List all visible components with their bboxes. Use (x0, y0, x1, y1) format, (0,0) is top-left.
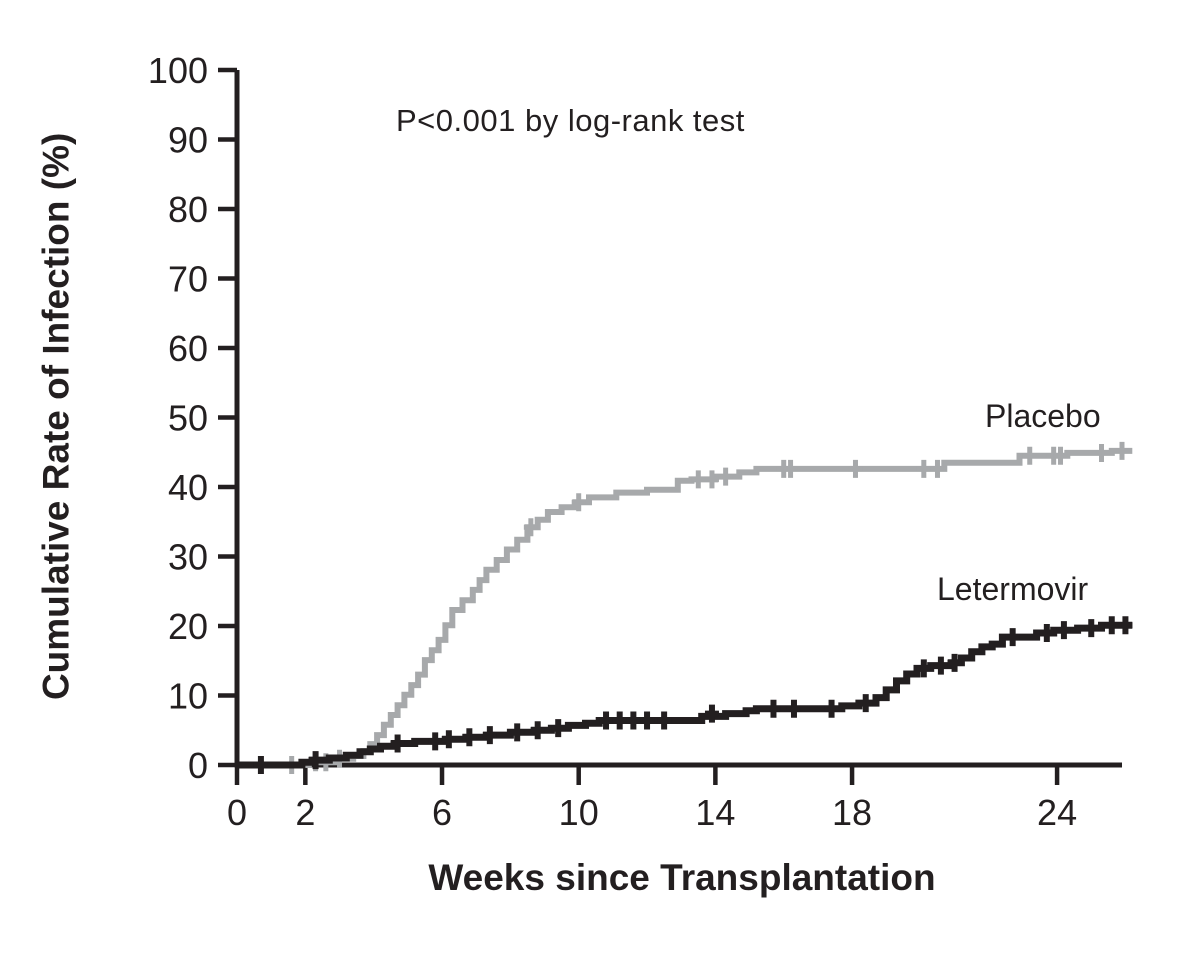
letermovir-censor-mark (510, 723, 525, 742)
y-tick-label: 30 (168, 537, 208, 578)
placebo-censor-mark (718, 467, 733, 486)
placebo-censor-mark (930, 459, 945, 478)
x-tick-label: 10 (559, 792, 599, 833)
letermovir-censor-mark (482, 726, 497, 745)
letermovir-censor-mark (626, 711, 641, 730)
placebo-censor-mark (848, 459, 863, 478)
letermovir-censor-mark (858, 694, 873, 713)
letermovir-censor-mark (462, 728, 477, 747)
y-tick-label: 40 (168, 467, 208, 508)
letermovir-censor-mark (1056, 621, 1071, 640)
y-tick-label: 60 (168, 328, 208, 369)
placebo-censor-mark (783, 459, 798, 478)
y-tick-label: 90 (168, 120, 208, 161)
y-tick-label: 50 (168, 398, 208, 439)
letermovir-censor-mark (766, 699, 781, 718)
letermovir-censor-mark (441, 730, 456, 749)
y-tick-label: 70 (168, 259, 208, 300)
letermovir-censor-mark (428, 732, 443, 751)
letermovir-censor-mark (704, 704, 719, 723)
x-tick-label: 14 (695, 792, 735, 833)
letermovir-censor-mark (599, 711, 614, 730)
letermovir-censor-mark (530, 721, 545, 740)
x-tick-label: 0 (227, 792, 247, 833)
x-axis-title: Weeks since Transplantation (428, 857, 936, 898)
placebo-censor-mark (523, 518, 538, 537)
letermovir-censor-mark (1039, 623, 1054, 642)
letermovir-censor-mark (916, 659, 931, 678)
series-label-placebo: Placebo (985, 398, 1101, 434)
x-tick-label: 2 (295, 792, 315, 833)
y-tick-label: 20 (168, 606, 208, 647)
x-tick-label: 24 (1037, 792, 1077, 833)
placebo-censor-mark (1115, 441, 1129, 460)
placebo-censor-mark (691, 470, 706, 489)
x-tick-label: 6 (432, 792, 452, 833)
y-tick-label: 0 (188, 745, 208, 786)
letermovir-censor-mark (308, 751, 323, 770)
y-tick-label: 80 (168, 189, 208, 230)
pvalue-annotation: P<0.001 by log-rank test (396, 103, 745, 138)
placebo-censor-mark (571, 493, 586, 512)
letermovir-censor-mark (1005, 628, 1020, 647)
placebo-censor-mark (1022, 446, 1037, 465)
letermovir-censor-mark (1084, 619, 1099, 638)
letermovir-censor-mark (253, 756, 268, 774)
letermovir-censor-mark (551, 719, 566, 738)
placebo-censor-mark (704, 470, 719, 489)
letermovir-censor-mark (824, 699, 839, 718)
letermovir-censor-mark (933, 656, 948, 675)
letermovir-censor-mark (786, 699, 801, 718)
y-tick-label: 10 (168, 676, 208, 717)
series-label-letermovir: Letermovir (937, 571, 1089, 607)
placebo-censor-mark (1094, 443, 1109, 462)
placebo-censor-mark (916, 459, 931, 478)
letermovir-censor-mark (1118, 616, 1133, 635)
letermovir-censor-mark (612, 711, 627, 730)
letermovir-censor-mark (640, 711, 655, 730)
y-axis-title: Cumulative Rate of Infection (%) (35, 132, 77, 701)
x-tick-label: 18 (832, 792, 872, 833)
letermovir-censor-mark (390, 734, 405, 753)
letermovir-curve (237, 621, 1133, 769)
letermovir-censor-mark (1104, 616, 1119, 635)
letermovir-censor-mark (657, 711, 672, 730)
y-tick-label: 100 (148, 50, 208, 91)
placebo-censor-mark (1053, 446, 1068, 465)
letermovir-censor-mark (947, 653, 962, 672)
